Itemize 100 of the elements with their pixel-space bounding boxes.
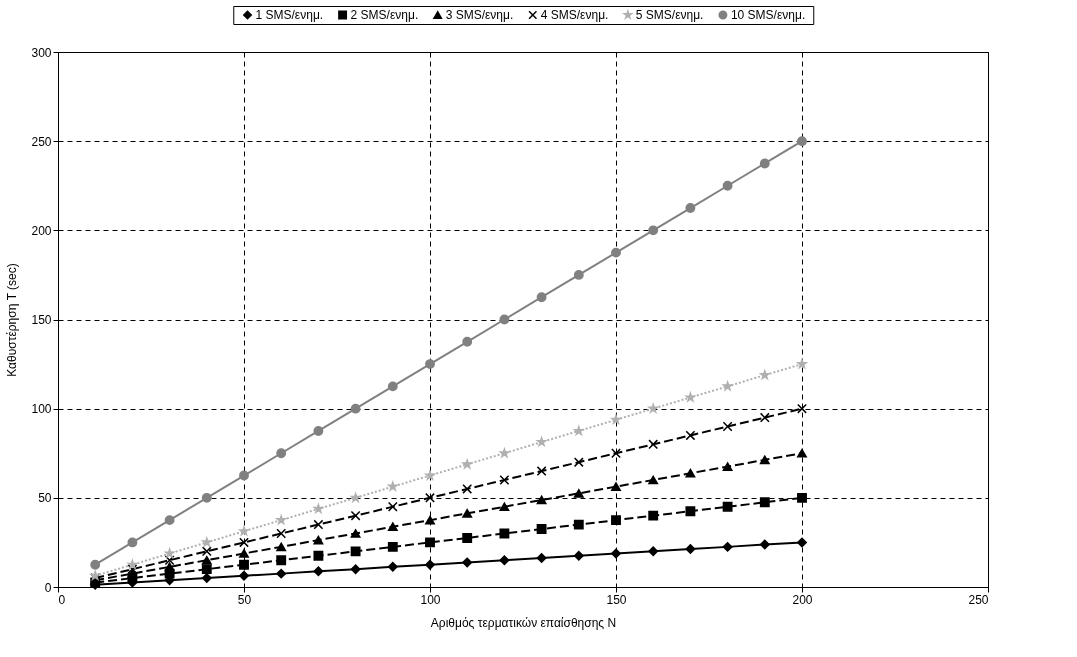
point: [797, 537, 807, 548]
point: [573, 457, 584, 468]
legend-label: 5 SMS/ενημ.: [635, 8, 704, 22]
point: [759, 158, 770, 169]
point: [573, 269, 584, 280]
point: [387, 381, 398, 392]
point: [573, 550, 584, 561]
y-tick-label: 50: [38, 491, 52, 506]
x-axis-title: Αριθμός τερματικών επαίσθησης N: [430, 615, 617, 630]
point: [648, 439, 659, 450]
point: [387, 501, 398, 512]
point: [350, 510, 361, 521]
point: [499, 502, 510, 512]
point: [201, 555, 212, 565]
point: [164, 515, 175, 526]
point: [648, 475, 659, 485]
point: [313, 535, 324, 545]
y-tick-label: 150: [31, 313, 52, 327]
x-tick-label: 150: [606, 592, 627, 607]
point: [759, 539, 770, 550]
point: [164, 548, 175, 558]
point: [759, 412, 770, 423]
point: [350, 564, 361, 575]
x-tick-label: 200: [792, 592, 813, 607]
point: [387, 561, 398, 572]
point: [722, 541, 733, 552]
point: [425, 537, 435, 548]
point: [313, 426, 324, 436]
x-tick-label: 0: [58, 592, 66, 607]
point: [722, 180, 733, 191]
point: [648, 403, 658, 413]
point: [350, 529, 361, 538]
point: [648, 546, 659, 557]
point: [164, 555, 175, 566]
point: [276, 568, 287, 579]
point: [127, 564, 138, 575]
point: [313, 566, 324, 577]
point: [722, 501, 733, 512]
legend-label: 3 SMS/ενημ.: [445, 8, 514, 22]
point: [499, 314, 510, 325]
legend-label: 4 SMS/ενημ.: [540, 8, 609, 22]
point: [313, 550, 324, 561]
point: [350, 403, 361, 414]
point: [462, 508, 473, 518]
point: [313, 519, 324, 530]
point: [276, 555, 287, 566]
point: [536, 495, 547, 505]
x-tick-label: 100: [420, 592, 441, 607]
y-tick-label: 0: [44, 580, 52, 595]
point: [722, 421, 733, 432]
point: [276, 528, 287, 539]
point: [648, 510, 659, 521]
point: [425, 559, 435, 570]
point: [797, 359, 807, 369]
point: [127, 537, 138, 548]
point: [685, 203, 696, 213]
y-tick-label: 200: [31, 223, 52, 238]
point: [239, 549, 249, 558]
point: [536, 466, 547, 477]
point: [239, 470, 249, 481]
point: [387, 522, 398, 532]
point: [573, 519, 584, 530]
point: [276, 542, 287, 552]
x-tick-label: 50: [237, 592, 252, 607]
point: [499, 448, 510, 458]
point: [127, 559, 138, 569]
point: [201, 573, 212, 584]
point: [201, 564, 212, 575]
point: [685, 392, 696, 402]
y-tick-label: 300: [31, 45, 52, 60]
y-tick-label: 250: [31, 134, 52, 149]
point: [611, 448, 621, 459]
point: [462, 533, 473, 543]
point: [611, 548, 621, 559]
x-tick-label: 250: [968, 592, 989, 607]
point: [611, 482, 621, 491]
point: [685, 430, 696, 441]
point: [350, 492, 361, 502]
point: [536, 524, 547, 534]
point: [611, 414, 621, 424]
point: [685, 468, 696, 478]
legend-label: 10 SMS/ενημ.: [730, 8, 806, 22]
point: [722, 462, 733, 471]
legend-label: 1 SMS/ενημ.: [255, 8, 324, 22]
point: [797, 492, 807, 503]
legend-label: 2 SMS/ενημ.: [350, 8, 419, 22]
point: [759, 497, 770, 508]
point: [685, 544, 696, 554]
point: [387, 541, 398, 552]
point: [797, 448, 807, 458]
point: [722, 381, 733, 391]
point: [462, 483, 473, 494]
point: [127, 569, 138, 578]
point: [611, 515, 621, 526]
point: [536, 292, 547, 303]
point: [350, 546, 361, 557]
point: [276, 448, 287, 459]
point: [313, 503, 324, 514]
point: [239, 570, 249, 581]
point: [797, 403, 807, 414]
